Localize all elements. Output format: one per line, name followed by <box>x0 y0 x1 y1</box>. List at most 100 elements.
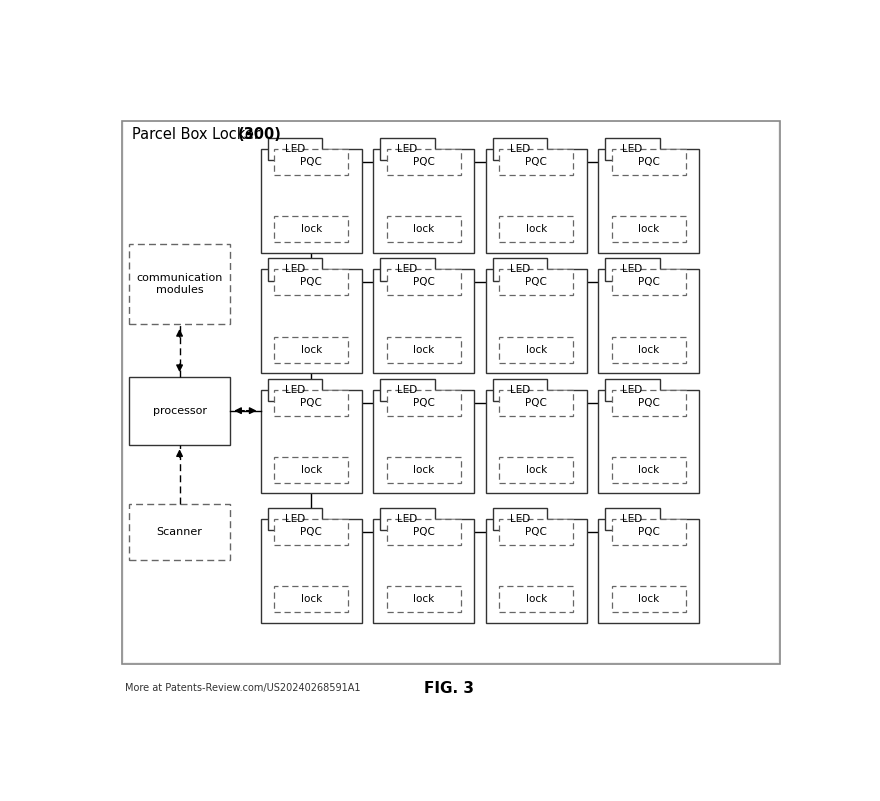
Bar <box>129 376 230 445</box>
Bar <box>387 149 460 175</box>
Bar <box>493 379 547 400</box>
Text: LED: LED <box>622 144 642 154</box>
Bar <box>500 390 573 416</box>
Bar <box>500 336 573 363</box>
Bar <box>500 457 573 483</box>
Bar <box>612 336 686 363</box>
Bar <box>380 138 435 160</box>
Bar <box>612 586 686 612</box>
Bar <box>275 519 348 545</box>
Bar <box>605 259 660 280</box>
Bar <box>500 216 573 242</box>
Text: Parcel Box Locker: Parcel Box Locker <box>132 127 265 142</box>
Bar <box>612 519 686 545</box>
Bar <box>275 149 348 175</box>
Text: LED: LED <box>397 144 417 154</box>
Text: PQC: PQC <box>638 157 660 167</box>
Text: LED: LED <box>510 144 530 154</box>
Bar <box>380 508 435 530</box>
Text: PQC: PQC <box>300 527 322 537</box>
Text: lock: lock <box>301 465 322 475</box>
Text: PQC: PQC <box>413 157 435 167</box>
Bar <box>486 390 587 493</box>
Bar <box>268 259 322 280</box>
Text: LED: LED <box>510 384 530 395</box>
Bar <box>387 586 460 612</box>
Text: lock: lock <box>638 224 659 235</box>
Text: lock: lock <box>413 594 435 605</box>
Bar <box>387 269 460 296</box>
Bar <box>598 149 700 253</box>
Text: LED: LED <box>285 384 305 395</box>
Bar <box>268 508 322 530</box>
Text: FIG. 3: FIG. 3 <box>424 681 473 696</box>
Text: PQC: PQC <box>638 277 660 288</box>
Bar <box>387 336 460 363</box>
Text: PQC: PQC <box>525 277 547 288</box>
Bar <box>373 519 474 623</box>
Bar <box>268 138 322 160</box>
Text: communication
modules: communication modules <box>136 273 223 295</box>
Text: lock: lock <box>413 344 435 355</box>
Bar <box>275 216 348 242</box>
Text: PQC: PQC <box>413 527 435 537</box>
Bar <box>486 149 587 253</box>
Bar <box>500 519 573 545</box>
Text: More at Patents-Review.com/US20240268591A1: More at Patents-Review.com/US20240268591… <box>125 683 361 693</box>
Bar <box>598 519 700 623</box>
Bar <box>260 519 362 623</box>
Text: PQC: PQC <box>300 277 322 288</box>
Text: LED: LED <box>397 384 417 395</box>
Bar <box>387 457 460 483</box>
Bar <box>612 390 686 416</box>
Bar <box>122 121 780 663</box>
Bar <box>493 259 547 280</box>
Bar <box>129 505 230 560</box>
Text: lock: lock <box>525 465 546 475</box>
Text: lock: lock <box>413 224 435 235</box>
Text: LED: LED <box>622 384 642 395</box>
Text: LED: LED <box>285 514 305 524</box>
Text: lock: lock <box>525 224 546 235</box>
Text: LED: LED <box>510 514 530 524</box>
Bar <box>486 519 587 623</box>
Bar <box>380 379 435 400</box>
Bar <box>268 379 322 400</box>
Text: PQC: PQC <box>413 277 435 288</box>
Text: lock: lock <box>638 594 659 605</box>
Bar <box>612 457 686 483</box>
Text: PQC: PQC <box>525 397 547 408</box>
Bar <box>598 269 700 373</box>
Bar <box>605 138 660 160</box>
Bar <box>493 138 547 160</box>
Bar <box>373 390 474 493</box>
Bar <box>387 390 460 416</box>
Bar <box>605 379 660 400</box>
Text: lock: lock <box>525 594 546 605</box>
Bar <box>129 244 230 324</box>
Text: lock: lock <box>525 344 546 355</box>
Bar <box>500 149 573 175</box>
Text: PQC: PQC <box>413 397 435 408</box>
Bar <box>605 508 660 530</box>
Bar <box>612 149 686 175</box>
Text: LED: LED <box>285 264 305 275</box>
Text: LED: LED <box>622 514 642 524</box>
Bar <box>500 269 573 296</box>
Bar <box>275 336 348 363</box>
Text: PQC: PQC <box>525 527 547 537</box>
Bar <box>275 390 348 416</box>
Text: Scanner: Scanner <box>157 527 202 537</box>
Text: LED: LED <box>397 514 417 524</box>
Bar <box>387 216 460 242</box>
Text: LED: LED <box>622 264 642 275</box>
Text: PQC: PQC <box>638 397 660 408</box>
Bar <box>123 122 779 662</box>
Text: lock: lock <box>301 594 322 605</box>
Bar <box>260 269 362 373</box>
Bar <box>260 390 362 493</box>
Text: LED: LED <box>510 264 530 275</box>
Bar <box>275 269 348 296</box>
Bar <box>275 457 348 483</box>
Bar <box>493 508 547 530</box>
